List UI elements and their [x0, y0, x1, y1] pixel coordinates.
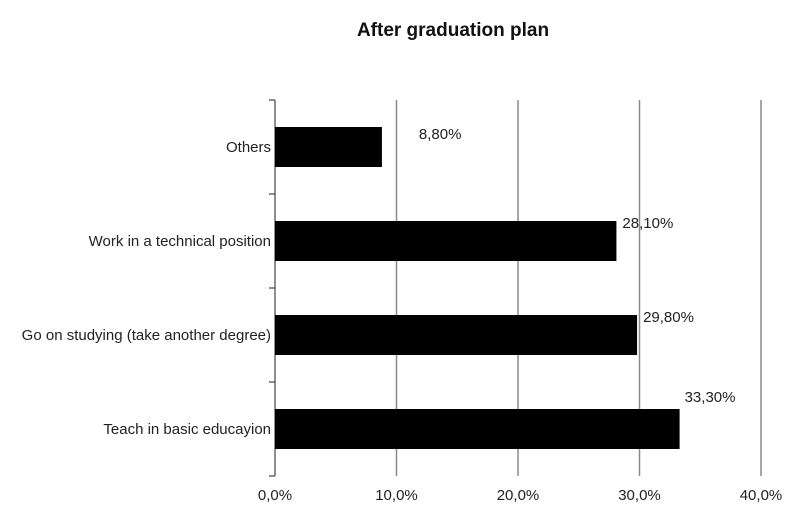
y-tick-label: Others — [226, 139, 271, 156]
x-tick-label: 0,0% — [258, 487, 292, 504]
y-axis — [269, 99, 276, 477]
bar — [275, 409, 680, 449]
y-tick-label: Work in a technical position — [89, 233, 271, 250]
data-label: 28,10% — [622, 215, 673, 232]
bar — [275, 315, 638, 355]
data-label: 33,30% — [685, 389, 736, 406]
bar — [275, 221, 617, 261]
labels: 0,0% 10,0% 20,0% 30,0% 40,0% Others 8,80% Work … — [22, 126, 783, 504]
y-tick-label: Teach in basic educayion — [103, 421, 271, 438]
data-label: 8,80% — [419, 126, 462, 143]
bar — [275, 127, 382, 167]
data-label: 29,80% — [643, 309, 694, 326]
x-tick-label: 30,0% — [618, 487, 661, 504]
x-tick-label: 10,0% — [375, 487, 418, 504]
chart-title: After graduation plan — [357, 20, 549, 41]
x-tick-label: 40,0% — [740, 487, 783, 504]
x-tick-label: 20,0% — [497, 487, 540, 504]
y-tick-label: Go on studying (take another degree) — [22, 327, 271, 344]
bars — [275, 127, 680, 449]
